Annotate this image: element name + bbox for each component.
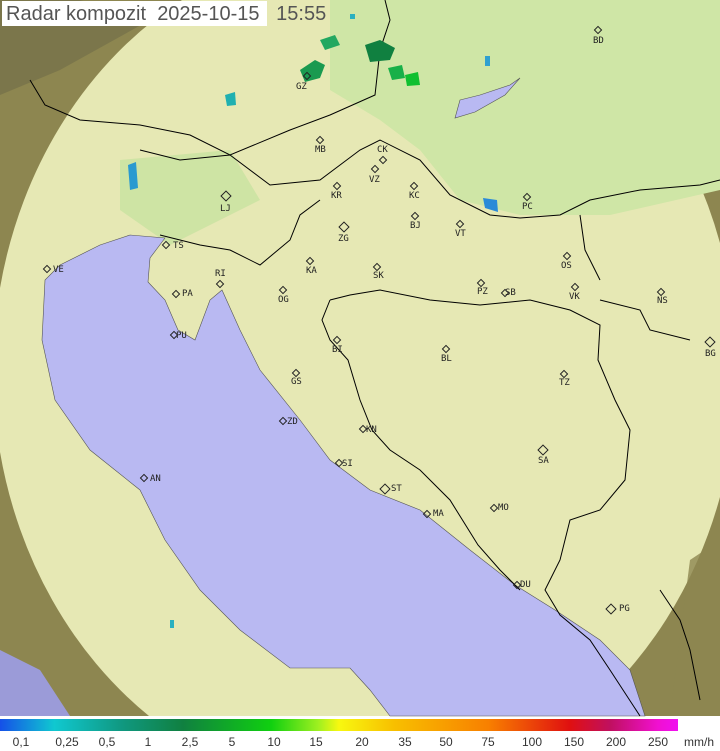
- echo: [170, 620, 174, 628]
- city-label-zd: ZD: [287, 417, 298, 427]
- city-label-sb: SB: [505, 288, 516, 298]
- lake-balaton: [454, 77, 521, 119]
- city-label-st: ST: [391, 484, 402, 494]
- outside-shade-se: [670, 540, 720, 716]
- legend-value: 0,5: [98, 735, 116, 749]
- city-label-kn: KN: [366, 425, 377, 435]
- legend-value: 10: [267, 735, 281, 749]
- legend-value: 150: [563, 735, 585, 749]
- legend-labels: 0,1 0,25 0,5 1 2,5 5 10 15 20 35 50 75 100 150 200 250 m…: [0, 734, 720, 751]
- city-label-vz: VZ: [369, 175, 380, 185]
- city-label-si: SI: [342, 459, 353, 469]
- city-label-bg: BG: [705, 349, 716, 359]
- city-label-ri: RI: [215, 269, 226, 279]
- legend-value: 0,25: [55, 735, 79, 749]
- city-label-vt: VT: [455, 229, 466, 239]
- echo: [365, 40, 395, 62]
- city-label-pg: PG: [619, 604, 630, 614]
- city-label-du: DU: [520, 580, 531, 590]
- city-label-kr: KR: [331, 191, 342, 201]
- city-label-ma: MA: [433, 509, 444, 519]
- echo: [300, 60, 325, 82]
- city-label-bl: BL: [441, 354, 452, 364]
- city-label-pz: PZ: [477, 287, 488, 297]
- city-label-bj: BJ: [410, 221, 421, 231]
- echo: [485, 56, 490, 66]
- legend-value: 1: [144, 735, 152, 749]
- city-label-ts: TS: [173, 241, 184, 251]
- legend-value: 50: [439, 735, 453, 749]
- city-label-kc: KC: [409, 191, 420, 201]
- city-label-sk: SK: [373, 271, 384, 281]
- tyrrhenian-sea: [0, 650, 70, 716]
- title-text: Radar kompozit: [6, 3, 147, 25]
- city-label-ck: CK: [377, 145, 388, 155]
- legend-value: 0,1: [12, 735, 30, 749]
- legend-value: 2,5: [181, 735, 199, 749]
- city-label-pc: PC: [522, 202, 533, 212]
- legend-value: 5: [228, 735, 236, 749]
- city-label-ve: VE: [53, 265, 64, 275]
- city-label-gz: GZ: [296, 82, 307, 92]
- echo: [483, 198, 498, 212]
- city-label-an: AN: [150, 474, 161, 484]
- city-label-pa: PA: [182, 289, 193, 299]
- pannonian-plain: [330, 0, 720, 215]
- echo: [320, 35, 340, 50]
- lowland: [120, 150, 260, 245]
- city-label-mo: MO: [498, 503, 509, 513]
- echo: [225, 92, 236, 106]
- city-label-ns: NS: [657, 296, 668, 306]
- legend-unit: mm/h: [684, 735, 714, 749]
- city-label-lj: LJ: [220, 204, 231, 214]
- city-label-og: OG: [278, 295, 289, 305]
- legend-value: 200: [605, 735, 627, 749]
- city-label-gs: GS: [291, 377, 302, 387]
- legend-value: 35: [398, 735, 412, 749]
- echo: [128, 162, 138, 190]
- echo: [350, 14, 355, 19]
- echo: [388, 65, 405, 80]
- legend-value: 15: [309, 735, 323, 749]
- precipitation-color-scale: [0, 719, 678, 731]
- city-label-bd: BD: [593, 36, 604, 46]
- legend-value: 100: [521, 735, 543, 749]
- city-label-zg: ZG: [338, 234, 349, 244]
- city-label-vk: VK: [569, 292, 580, 302]
- legend-value: 250: [647, 735, 669, 749]
- city-label-pu: PU: [176, 331, 187, 341]
- city-label-tz: TZ: [559, 378, 570, 388]
- title-date: 2025-10-15: [157, 3, 260, 25]
- radar-echoes: [128, 14, 498, 628]
- city-label-bi: BI: [332, 345, 343, 355]
- echo: [405, 72, 420, 86]
- title-time: 15:55: [276, 3, 327, 25]
- city-label-mb: MB: [315, 145, 326, 155]
- legend-value: 20: [355, 735, 369, 749]
- adriatic-sea: [41, 234, 646, 717]
- map-title: Radar kompozit 2025-10-15 15:55: [2, 1, 326, 26]
- city-label-os: OS: [561, 261, 572, 271]
- city-label-ka: KA: [306, 266, 317, 276]
- city-label-sa: SA: [538, 456, 549, 466]
- legend-value: 75: [481, 735, 495, 749]
